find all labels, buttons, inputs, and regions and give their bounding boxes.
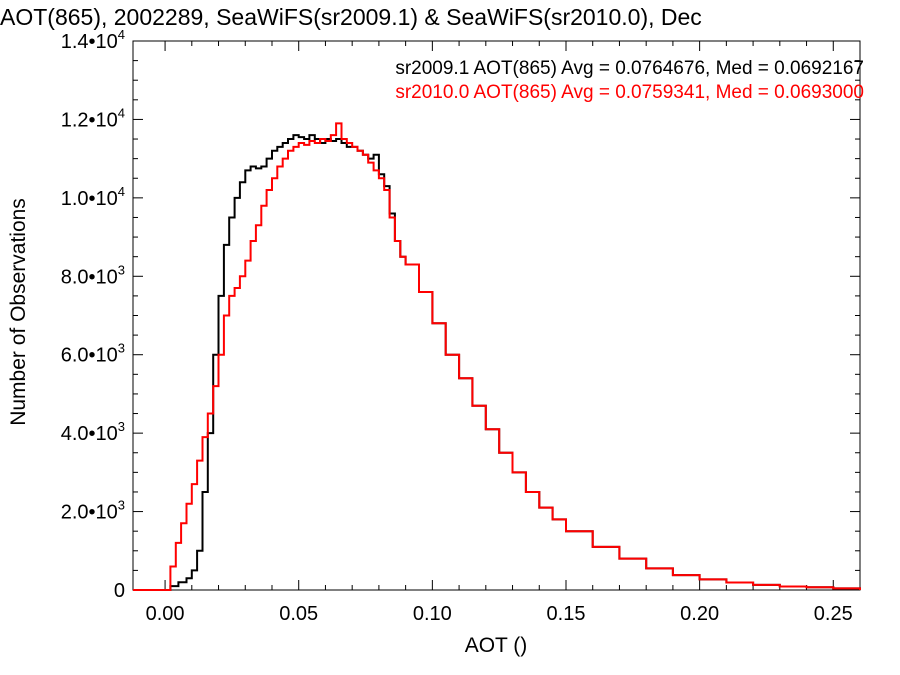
legend: sr2009.1 AOT(865) Avg = 0.0764676, Med =…: [395, 58, 864, 103]
y-tick-label: 4.0•103: [61, 419, 125, 445]
x-tick-label: 0.05: [279, 603, 318, 625]
x-tick-label: 0.10: [413, 603, 452, 625]
x-tick-label: 0.20: [680, 603, 719, 625]
y-tick-label: 1.4•104: [61, 27, 125, 53]
y-tick-label: 1.0•104: [61, 184, 125, 210]
y-axis-label: Number of Observations: [7, 198, 30, 426]
series-layer: [133, 122, 861, 591]
plot-frame: [132, 40, 861, 591]
series-line-2: [133, 122, 861, 591]
plot-border: [132, 40, 861, 591]
x-axis-label: AOT (): [465, 634, 528, 657]
legend-entry-1: sr2009.1 AOT(865) Avg = 0.0764676, Med =…: [395, 58, 864, 79]
legend-entry-2: sr2010.0 AOT(865) Avg = 0.0759341, Med =…: [395, 82, 864, 103]
x-axis: 0.00 0.05 0.10 0.15 0.20 0.25: [146, 41, 861, 625]
chart-title: AOT(865), 2002289, SeaWiFS(sr2009.1) & S…: [0, 4, 702, 30]
y-tick-label: 2.0•103: [61, 498, 125, 524]
y-tick-label: 1.2•104: [61, 105, 125, 131]
x-tick-label: 0.00: [146, 603, 185, 625]
y-tick-label: 0: [114, 580, 125, 602]
series-line-1: [133, 134, 861, 591]
x-tick-label: 0.15: [547, 603, 586, 625]
y-tick-label: 6.0•103: [61, 341, 125, 367]
y-tick-label: 8.0•103: [61, 262, 125, 288]
y-axis: 0 2.0•103 4.0•103 6.0•103 8.0•103 1.0•104 1.2•…: [61, 27, 860, 602]
x-tick-label: 0.25: [814, 603, 853, 625]
